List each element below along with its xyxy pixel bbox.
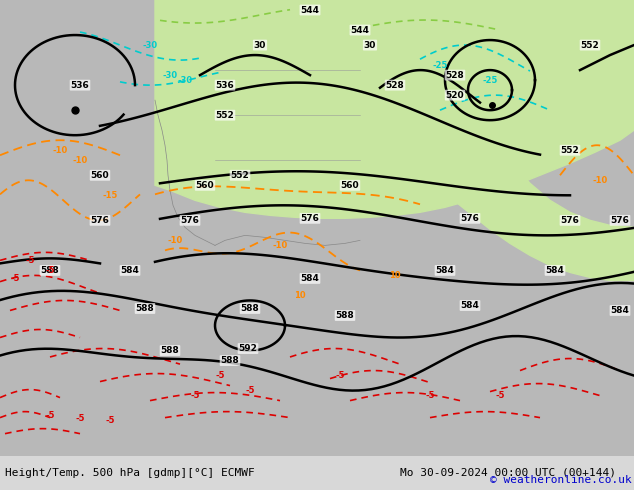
Text: Height/Temp. 500 hPa [gdmp][°C] ECMWF: Height/Temp. 500 hPa [gdmp][°C] ECMWF	[5, 468, 255, 478]
Text: -10: -10	[72, 156, 87, 165]
Text: 30: 30	[254, 41, 266, 49]
Text: 584: 584	[301, 274, 320, 283]
Text: -5: -5	[10, 274, 20, 283]
Text: -5: -5	[105, 416, 115, 425]
Text: 536: 536	[70, 81, 89, 90]
Text: 576: 576	[460, 214, 479, 223]
Text: 584: 584	[460, 301, 479, 310]
Text: -10: -10	[592, 176, 607, 185]
Text: 584: 584	[611, 306, 630, 315]
Text: 520: 520	[446, 91, 464, 99]
Text: 576: 576	[611, 216, 630, 225]
Text: 30: 30	[364, 41, 376, 49]
Text: 576: 576	[181, 216, 200, 225]
Text: -5: -5	[75, 414, 85, 423]
Text: 528: 528	[385, 81, 404, 90]
Text: 536: 536	[216, 81, 235, 90]
Text: 560: 560	[91, 171, 109, 180]
Text: -30: -30	[178, 75, 193, 85]
Text: 552: 552	[216, 111, 235, 120]
Text: -5: -5	[190, 391, 200, 400]
Text: -10: -10	[167, 236, 183, 245]
Text: 552: 552	[581, 41, 599, 49]
Text: 544: 544	[301, 5, 320, 15]
Text: 588: 588	[160, 346, 179, 355]
Text: 584: 584	[546, 266, 564, 275]
Text: -10: -10	[273, 241, 288, 250]
Text: -30: -30	[162, 71, 178, 79]
Text: 584: 584	[436, 266, 455, 275]
Text: 560: 560	[340, 181, 359, 190]
Text: 528: 528	[446, 71, 464, 79]
Text: 588: 588	[241, 304, 259, 313]
Text: -5: -5	[25, 256, 35, 265]
Text: -5: -5	[425, 391, 435, 400]
Text: -5: -5	[216, 371, 224, 380]
Text: 588: 588	[136, 304, 154, 313]
Polygon shape	[370, 0, 634, 280]
Text: 588: 588	[41, 266, 60, 275]
Text: 10: 10	[294, 291, 306, 300]
Text: 588: 588	[221, 356, 240, 365]
Text: -5: -5	[495, 391, 505, 400]
Text: 10: 10	[389, 271, 401, 280]
Text: -10: -10	[53, 146, 68, 155]
Text: 588: 588	[335, 311, 354, 320]
Text: -30: -30	[143, 41, 158, 49]
Text: 560: 560	[196, 181, 214, 190]
Text: -5: -5	[335, 371, 345, 380]
Text: -15: -15	[102, 191, 118, 200]
Text: 576: 576	[91, 216, 110, 225]
Polygon shape	[155, 0, 634, 219]
Text: 576: 576	[301, 214, 320, 223]
Text: © weatheronline.co.uk: © weatheronline.co.uk	[490, 475, 631, 485]
Text: Mo 30-09-2024 00:00 UTC (00+144): Mo 30-09-2024 00:00 UTC (00+144)	[400, 468, 616, 478]
Text: 584: 584	[120, 266, 139, 275]
Text: 544: 544	[351, 25, 370, 35]
Text: -5: -5	[245, 386, 255, 395]
Text: 552: 552	[231, 171, 249, 180]
Text: -25: -25	[432, 61, 448, 70]
Text: 576: 576	[560, 216, 579, 225]
Text: 552: 552	[560, 146, 579, 155]
Text: 592: 592	[238, 344, 257, 353]
Text: -25: -25	[482, 75, 498, 85]
Text: -5: -5	[45, 266, 55, 275]
Text: -5: -5	[45, 411, 55, 420]
